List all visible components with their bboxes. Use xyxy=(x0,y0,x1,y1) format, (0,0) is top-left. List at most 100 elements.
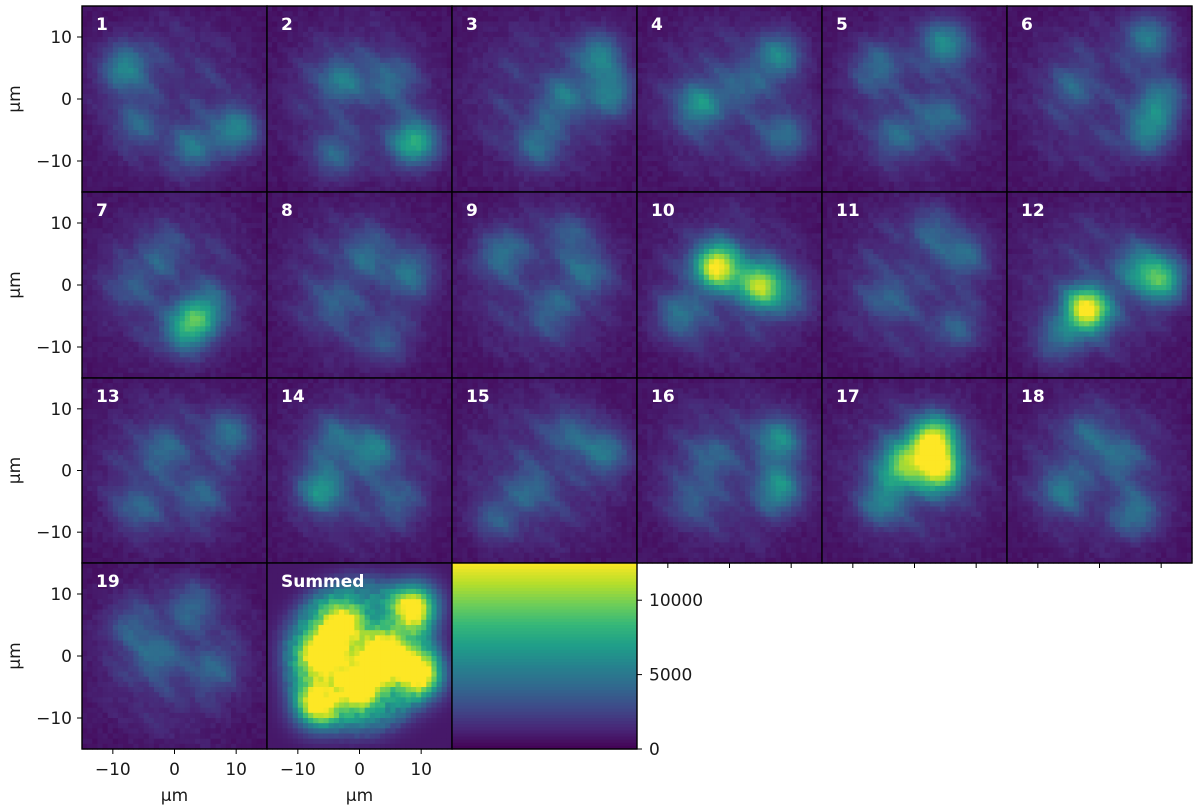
pixel xyxy=(626,47,633,54)
pixel xyxy=(267,21,273,28)
pixel xyxy=(220,145,227,152)
pixel xyxy=(513,155,520,162)
pixel xyxy=(467,99,474,105)
pixel xyxy=(220,73,227,79)
pixel xyxy=(328,11,335,17)
pixel xyxy=(765,88,772,95)
pixel xyxy=(765,16,772,23)
pixel xyxy=(400,88,407,95)
pixel xyxy=(112,11,119,17)
pixel xyxy=(220,31,227,38)
panel-3: 3 xyxy=(451,5,638,197)
pixel xyxy=(251,140,258,147)
pixel xyxy=(606,119,612,126)
pixel xyxy=(601,21,607,28)
pixel xyxy=(683,37,689,43)
pixel xyxy=(308,93,314,100)
pixel xyxy=(297,16,304,23)
pixel xyxy=(755,171,761,178)
pixel xyxy=(703,78,710,85)
pixel xyxy=(385,181,391,188)
pixel xyxy=(436,83,443,90)
pixel xyxy=(251,145,258,152)
pixel xyxy=(729,11,736,17)
pixel xyxy=(107,62,114,69)
pixel xyxy=(184,31,191,38)
pixel xyxy=(338,119,345,126)
pixel xyxy=(508,114,515,121)
pixel xyxy=(302,119,309,126)
pixel xyxy=(508,186,515,193)
pixel xyxy=(210,145,217,152)
pixel xyxy=(431,21,438,28)
pixel xyxy=(724,119,731,126)
pixel xyxy=(585,88,592,95)
pixel xyxy=(251,37,258,43)
pixel xyxy=(282,119,289,126)
pixel xyxy=(102,166,109,172)
pixel xyxy=(631,26,638,33)
pixel xyxy=(585,109,592,116)
pixel xyxy=(302,21,309,28)
pixel xyxy=(477,21,484,28)
pixel xyxy=(472,145,479,152)
pixel xyxy=(467,104,474,110)
pixel xyxy=(421,68,427,74)
pixel xyxy=(349,62,355,69)
pixel xyxy=(529,78,535,85)
pixel xyxy=(601,130,607,136)
pixel xyxy=(631,135,638,141)
pixel xyxy=(318,109,325,116)
pixel xyxy=(549,161,556,167)
pixel xyxy=(503,26,510,33)
pixel xyxy=(775,109,782,116)
pixel xyxy=(580,21,587,28)
pixel xyxy=(338,6,345,12)
pixel xyxy=(436,150,443,157)
pixel xyxy=(780,21,787,28)
pixel xyxy=(482,88,489,95)
pixel xyxy=(575,37,582,43)
pixel xyxy=(349,93,355,100)
pixel xyxy=(729,16,736,23)
pixel xyxy=(683,78,689,85)
pixel xyxy=(143,21,150,28)
pixel xyxy=(482,57,489,64)
pixel xyxy=(755,78,761,85)
pixel xyxy=(672,73,679,79)
pixel xyxy=(220,37,227,43)
pixel xyxy=(328,88,335,95)
pixel xyxy=(780,186,787,193)
pixel xyxy=(128,104,134,110)
pixel xyxy=(462,186,469,193)
pixel xyxy=(534,145,540,152)
pixel xyxy=(153,26,160,33)
pixel xyxy=(544,181,551,188)
pixel xyxy=(205,135,212,141)
pixel xyxy=(297,176,304,183)
pixel xyxy=(112,93,119,100)
pixel xyxy=(724,176,731,183)
pixel xyxy=(87,176,93,183)
pixel xyxy=(724,78,731,85)
pixel xyxy=(703,73,710,79)
pixel xyxy=(498,6,504,12)
pixel xyxy=(256,130,263,136)
pixel xyxy=(431,52,438,59)
pixel xyxy=(97,135,104,141)
pixel xyxy=(657,150,664,157)
pixel xyxy=(354,124,361,131)
pixel xyxy=(611,52,618,59)
pixel xyxy=(200,114,206,121)
pixel xyxy=(565,104,571,110)
pixel xyxy=(611,26,618,33)
pixel xyxy=(575,52,582,59)
pixel xyxy=(477,88,484,95)
pixel xyxy=(82,88,88,95)
pixel xyxy=(344,16,350,23)
pixel xyxy=(416,93,422,100)
pixel xyxy=(744,47,751,54)
pixel xyxy=(174,161,181,167)
pixel xyxy=(117,93,124,100)
pixel xyxy=(410,145,417,152)
